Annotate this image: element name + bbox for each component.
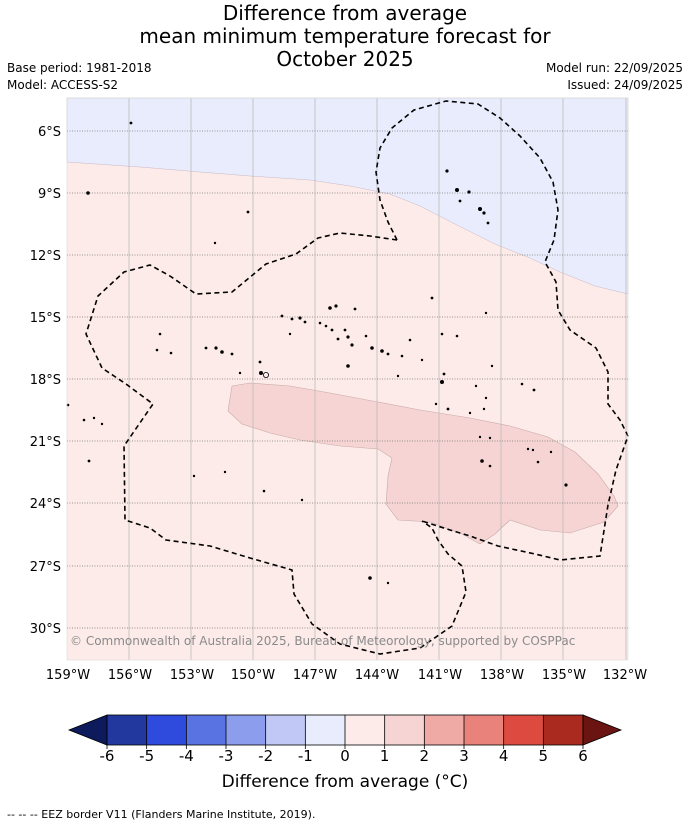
lon-label: 144°W: [355, 668, 399, 683]
cool-anomaly-region: [66, 97, 629, 295]
lon-label: 138°W: [480, 668, 524, 683]
lat-label: 21°S: [30, 435, 61, 450]
colorbar-segment: [543, 715, 584, 745]
colorbar-segment: [384, 715, 425, 745]
title-line-2: mean minimum temperature forecast for: [139, 24, 551, 48]
parallel-lines: [67, 130, 628, 629]
colorbar: -6 -5 -4 -3 -2 -1 0 1 2 3 4 5 6: [67, 714, 623, 765]
colorbar-tick-label: -6: [100, 747, 115, 765]
lon-label: 135°W: [542, 668, 586, 683]
colorbar-ticks: -6 -5 -4 -3 -2 -1 0 1 2 3 4 5 6: [100, 745, 588, 765]
colorbar-segment: [146, 715, 187, 745]
lat-label: 15°S: [30, 311, 61, 326]
colorbar-tick-label: -1: [298, 747, 313, 765]
latitude-labels: 6°S 9°S 12°S 15°S 18°S 21°S 24°S 27°S 30…: [30, 125, 61, 637]
colorbar-over-arrow: [582, 714, 623, 746]
colorbar-tick-label: 0: [340, 747, 350, 765]
colorbar-segment: [186, 715, 227, 745]
colorbar-segment: [345, 715, 386, 745]
lat-label: 12°S: [30, 249, 61, 264]
eez-borders: [85, 100, 629, 655]
colorbar-tick-label: 2: [420, 747, 430, 765]
eez-border-north: [375, 100, 629, 561]
lat-label: 9°S: [38, 187, 61, 202]
lat-label: 6°S: [38, 125, 61, 140]
meta-left: Base period: 1981-2018 Model: ACCESS-S2: [7, 60, 152, 94]
colorbar-segment: [503, 715, 544, 745]
issued-text: Issued: 24/09/2025: [567, 78, 683, 92]
colorbar-label: Difference from average (°C): [221, 772, 469, 792]
colorbar-segments: [107, 715, 584, 745]
title-line-3: October 2025: [276, 47, 414, 71]
colorbar-segment: [226, 715, 267, 745]
title-line-1: Difference from average: [222, 1, 468, 25]
islands: [66, 121, 568, 585]
lon-label: 132°W: [603, 668, 647, 683]
lon-label: 147°W: [293, 668, 337, 683]
longitude-labels: 159°W 156°W 153°W 150°W 147°W 144°W 141°…: [46, 668, 647, 683]
colorbar-segment: [107, 715, 148, 745]
footnote: -- -- -- EEZ border V11 (Flanders Marine…: [7, 808, 316, 821]
model-run-text: Model run: 22/09/2025: [545, 61, 683, 75]
colorbar-tick-label: -4: [179, 747, 194, 765]
lon-label: 153°W: [170, 668, 214, 683]
lon-label: 159°W: [46, 668, 90, 683]
colorbar-segment: [265, 715, 306, 745]
meta-right: Model run: 22/09/2025 Issued: 24/09/2025: [546, 60, 683, 94]
map-frame: [66, 97, 629, 661]
colorbar-tick-label: -2: [258, 747, 273, 765]
lon-label: 150°W: [231, 668, 275, 683]
colorbar-tick-label: -3: [219, 747, 234, 765]
colorbar-tick-label: 4: [499, 747, 509, 765]
lat-label: 18°S: [30, 373, 61, 388]
colorbar-tick-label: -5: [139, 747, 154, 765]
copyright-notice: © Commonwealth of Australia 2025, Bureau…: [70, 634, 576, 648]
colorbar-tick-label: 3: [459, 747, 469, 765]
colorbar-tick-label: 1: [380, 747, 390, 765]
lat-label: 24°S: [30, 497, 61, 512]
colorbar-under-arrow: [67, 714, 108, 746]
forecast-map: 6°S 9°S 12°S 15°S 18°S 21°S 24°S 27°S 30…: [30, 97, 647, 683]
model-text: Model: ACCESS-S2: [7, 78, 119, 92]
colorbar-segment: [305, 715, 346, 745]
colorbar-tick-label: 5: [539, 747, 549, 765]
colorbar-tick-label: 6: [578, 747, 588, 765]
lon-label: 156°W: [108, 668, 152, 683]
colorbar-segment: [424, 715, 465, 745]
lon-label: 141°W: [418, 668, 462, 683]
lat-label: 30°S: [30, 622, 61, 637]
chart-title: Difference from average mean minimum tem…: [0, 2, 690, 71]
colorbar-segment: [464, 715, 505, 745]
lat-label: 27°S: [30, 560, 61, 575]
base-period-text: Base period: 1981-2018: [7, 61, 152, 75]
warm-anomaly-region: [227, 382, 619, 545]
